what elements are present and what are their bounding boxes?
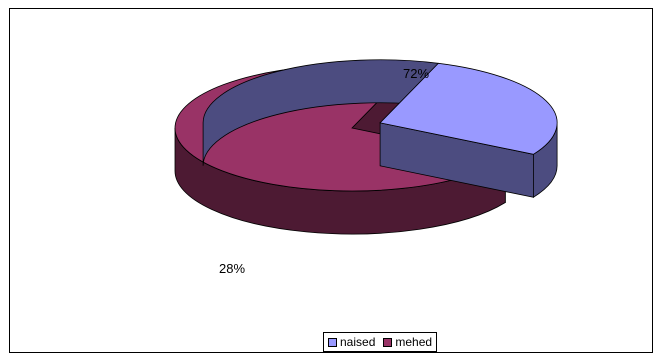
legend-swatch-mehed [383,337,393,347]
naised-slice-top [379,62,558,155]
chart-legend: naised mehed [323,332,438,352]
legend-item-mehed: mehed [383,335,432,349]
legend-label-naised: naised [340,335,376,349]
legend-item-naised: naised [328,335,375,349]
data-label-naised: 28% [219,261,246,276]
chart-frame [9,8,653,353]
data-label-mehed: 72% [403,66,430,81]
legend-swatch-naised [328,337,337,347]
legend-label-mehed: mehed [395,335,433,349]
